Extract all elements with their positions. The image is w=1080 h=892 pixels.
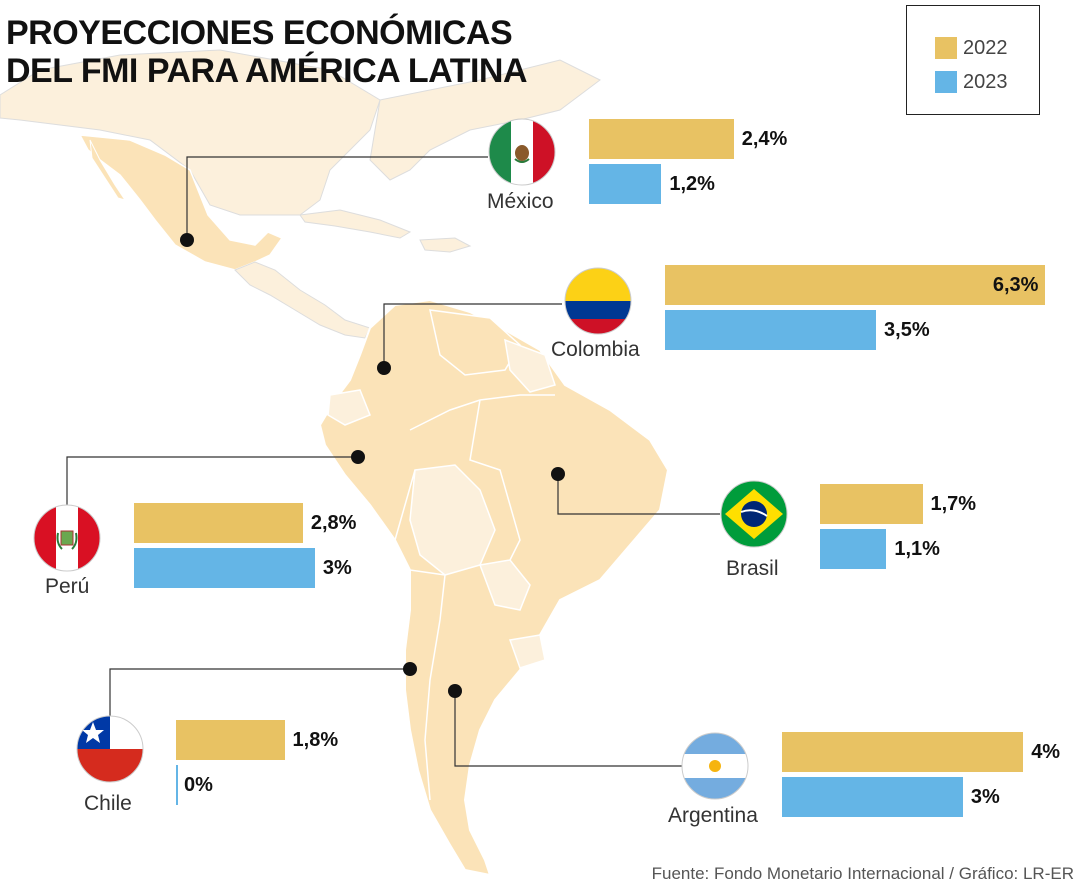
country-name-brasil: Brasil [726, 557, 779, 580]
argentina-connector [454, 691, 682, 767]
bar-brasil-2023 [820, 529, 887, 569]
bar-peru-2022 [134, 503, 303, 543]
bar-label-peru-2022: 2,8% [310, 512, 357, 534]
legend-label-2022: 2022 [963, 36, 1008, 59]
chart-title: PROYECCIONES ECONÓMICAS DEL FMI PARA AMÉ… [6, 14, 528, 90]
bar-chile-2023 [176, 765, 178, 805]
legend-swatch-2022 [935, 37, 957, 59]
north-america-east [369, 59, 601, 181]
country-name-peru: Perú [45, 575, 90, 598]
bar-mexico-2022 [589, 119, 734, 159]
bar-label-argentina-2023: 3% [970, 786, 1000, 808]
bar-colombia-2022 [665, 265, 1045, 305]
peru-flag-icon [33, 504, 101, 572]
source-note: Fuente: Fondo Monetario Internacional / … [651, 864, 1074, 883]
bar-label-chile-2023: 0% [184, 774, 213, 796]
bar-argentina-2022 [782, 732, 1024, 772]
bar-label-brasil-2022: 1,7% [930, 493, 977, 515]
ecuador-region [327, 389, 371, 426]
mexico-dot [180, 233, 194, 247]
baja-california [89, 139, 127, 201]
mexico-connector [186, 156, 488, 240]
country-name-argentina: Argentina [668, 804, 758, 827]
venezuela-region [429, 309, 521, 376]
country-name-mexico: México [487, 190, 554, 213]
mexico-land [78, 134, 284, 271]
uruguay-region [508, 634, 546, 669]
argentina-flag-icon [681, 732, 749, 800]
andes-border [409, 569, 446, 801]
bar-label-colombia-2022: 6,3% [992, 274, 1039, 296]
bar-label-mexico-2023: 1,2% [669, 173, 715, 195]
brazil-flag-icon [720, 480, 788, 548]
brazil-border [394, 394, 555, 561]
paraguay-region [478, 559, 531, 611]
country-name-chile: Chile [84, 792, 132, 815]
central-america-land [234, 261, 371, 339]
colombia-dot [377, 361, 391, 375]
bar-peru-2023 [134, 548, 315, 588]
colombia-connector [383, 303, 562, 368]
bar-label-argentina-2022: 4% [1031, 741, 1061, 763]
peru-connector [66, 456, 358, 505]
legend-label-2023: 2023 [963, 70, 1008, 93]
country-name-colombia: Colombia [551, 338, 640, 361]
bar-brasil-2022 [820, 484, 923, 524]
mexico-flag-icon [488, 118, 556, 186]
peru-dot [351, 450, 365, 464]
title-line-2: DEL FMI PARA AMÉRICA LATINA [6, 52, 528, 90]
colombia-flag-icon [564, 267, 632, 335]
bar-label-brasil-2023: 1,1% [894, 538, 940, 560]
bar-label-chile-2022: 1,8% [292, 729, 339, 751]
brasil-dot [551, 467, 565, 481]
chile-dot [403, 662, 417, 676]
bar-chile-2022 [176, 720, 285, 760]
bar-label-mexico-2022: 2,4% [741, 128, 788, 150]
chile-connector [109, 668, 410, 716]
chile-flag-icon [76, 715, 144, 783]
title-line-1: PROYECCIONES ECONÓMICAS [6, 14, 513, 52]
argentina-dot [448, 684, 462, 698]
legend-swatch-2023 [935, 71, 957, 93]
bar-mexico-2023 [589, 164, 662, 204]
cuba-island [299, 209, 412, 239]
legend-item-2023: 2023 [935, 70, 1008, 94]
bar-argentina-2023 [782, 777, 963, 817]
legend-item-2022: 2022 [935, 36, 1008, 60]
brasil-connector [557, 474, 720, 515]
bar-colombia-2023 [665, 310, 877, 350]
hispaniola-island [419, 237, 472, 253]
bar-label-peru-2023: 3% [322, 557, 352, 579]
guianas-region [504, 338, 556, 393]
legend: 2022 2023 [906, 5, 1040, 115]
bar-label-colombia-2023: 3,5% [884, 319, 930, 341]
